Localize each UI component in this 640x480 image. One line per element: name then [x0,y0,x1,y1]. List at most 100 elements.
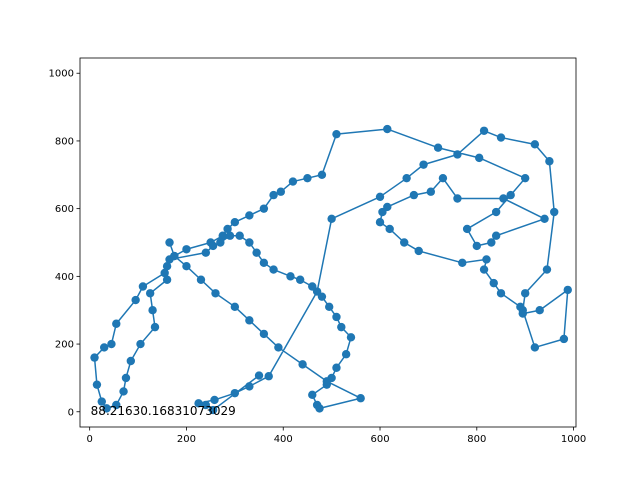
data-point [332,363,341,372]
x-tick-label: 200 [177,434,196,445]
data-point [288,177,298,186]
data-point [542,265,552,274]
data-point [475,153,484,163]
data-point [230,217,240,227]
data-point [482,255,491,264]
data-point [332,312,341,322]
data-point [162,262,172,271]
data-point [550,207,559,217]
data-point [126,356,136,366]
data-point [385,224,394,234]
data-point [107,339,116,349]
data-point [208,241,218,251]
data-point [165,238,174,247]
plot-area [80,58,576,427]
data-point [223,224,232,234]
data-point [322,377,331,386]
x-tick-label: 1000 [561,434,586,445]
data-point [201,400,211,410]
data-point [409,190,419,200]
data-point [182,245,191,254]
data-point [216,238,225,247]
y-tick-label: 1000 [49,69,74,80]
data-point [225,231,235,240]
data-point [121,373,131,383]
x-tick-label: 800 [467,434,486,445]
x-axis: 0 200 400 600 800 1000 [86,427,586,445]
data-point [112,319,121,328]
x-tick-label: 400 [274,434,293,445]
data-point [97,397,106,406]
data-point [235,231,244,240]
data-point [317,292,327,301]
data-point [252,248,261,257]
data-point [148,306,157,315]
axes-frame [79,57,577,428]
data-point [341,350,351,359]
data-point [491,207,501,217]
data-point [245,238,254,247]
data-point [218,231,227,240]
data-point [496,289,506,298]
data-point [491,231,501,240]
data-point [259,204,269,213]
y-tick-label: 800 [55,136,74,147]
x-tick-label: 600 [370,434,389,445]
data-point [269,190,278,200]
data-point [530,140,540,149]
data-point [563,285,572,295]
data-point [119,387,128,396]
data-point [286,272,295,281]
data-point [499,194,508,203]
data-point [201,248,211,257]
chart-annotation: 88.21630.16831073029 [91,404,236,418]
data-point [259,329,269,339]
y-tick-label: 600 [55,204,74,215]
data-point [414,246,423,256]
data-point [298,360,307,369]
data-point [160,268,169,278]
data-point [102,404,111,413]
data-point [325,302,334,312]
data-point [462,224,472,234]
data-point [303,173,312,183]
data-point [162,275,172,284]
data-point [92,380,102,389]
data-point [383,202,392,212]
data-point [520,289,530,298]
data-point [259,258,269,268]
data-point [182,262,191,271]
data-point [516,302,525,312]
data-point [346,333,356,342]
x-tick-label: 0 [86,434,92,445]
data-point [383,124,392,134]
data-point [145,289,155,298]
data-point [518,309,527,318]
y-tick-label: 200 [55,340,74,351]
data-point [453,150,462,159]
data-point [489,278,498,288]
data-point [506,190,515,200]
data-point [138,282,148,291]
data-point [337,322,346,332]
data-point [327,214,336,223]
data-point [559,334,569,344]
data-point [530,343,540,352]
data-point [245,316,254,325]
data-point [100,343,109,352]
data-point [458,258,467,268]
data-point [438,173,448,183]
data-point [170,251,179,261]
series-layer [90,124,572,415]
data-point [487,238,496,247]
data-point [269,265,278,274]
data-point [131,295,140,305]
data-point [520,173,530,183]
data-point [402,173,411,183]
data-point [308,390,317,400]
y-tick-label: 400 [55,272,74,283]
data-point [332,129,341,139]
data-point [400,238,409,247]
data-point [150,322,160,332]
data-point [479,265,489,274]
